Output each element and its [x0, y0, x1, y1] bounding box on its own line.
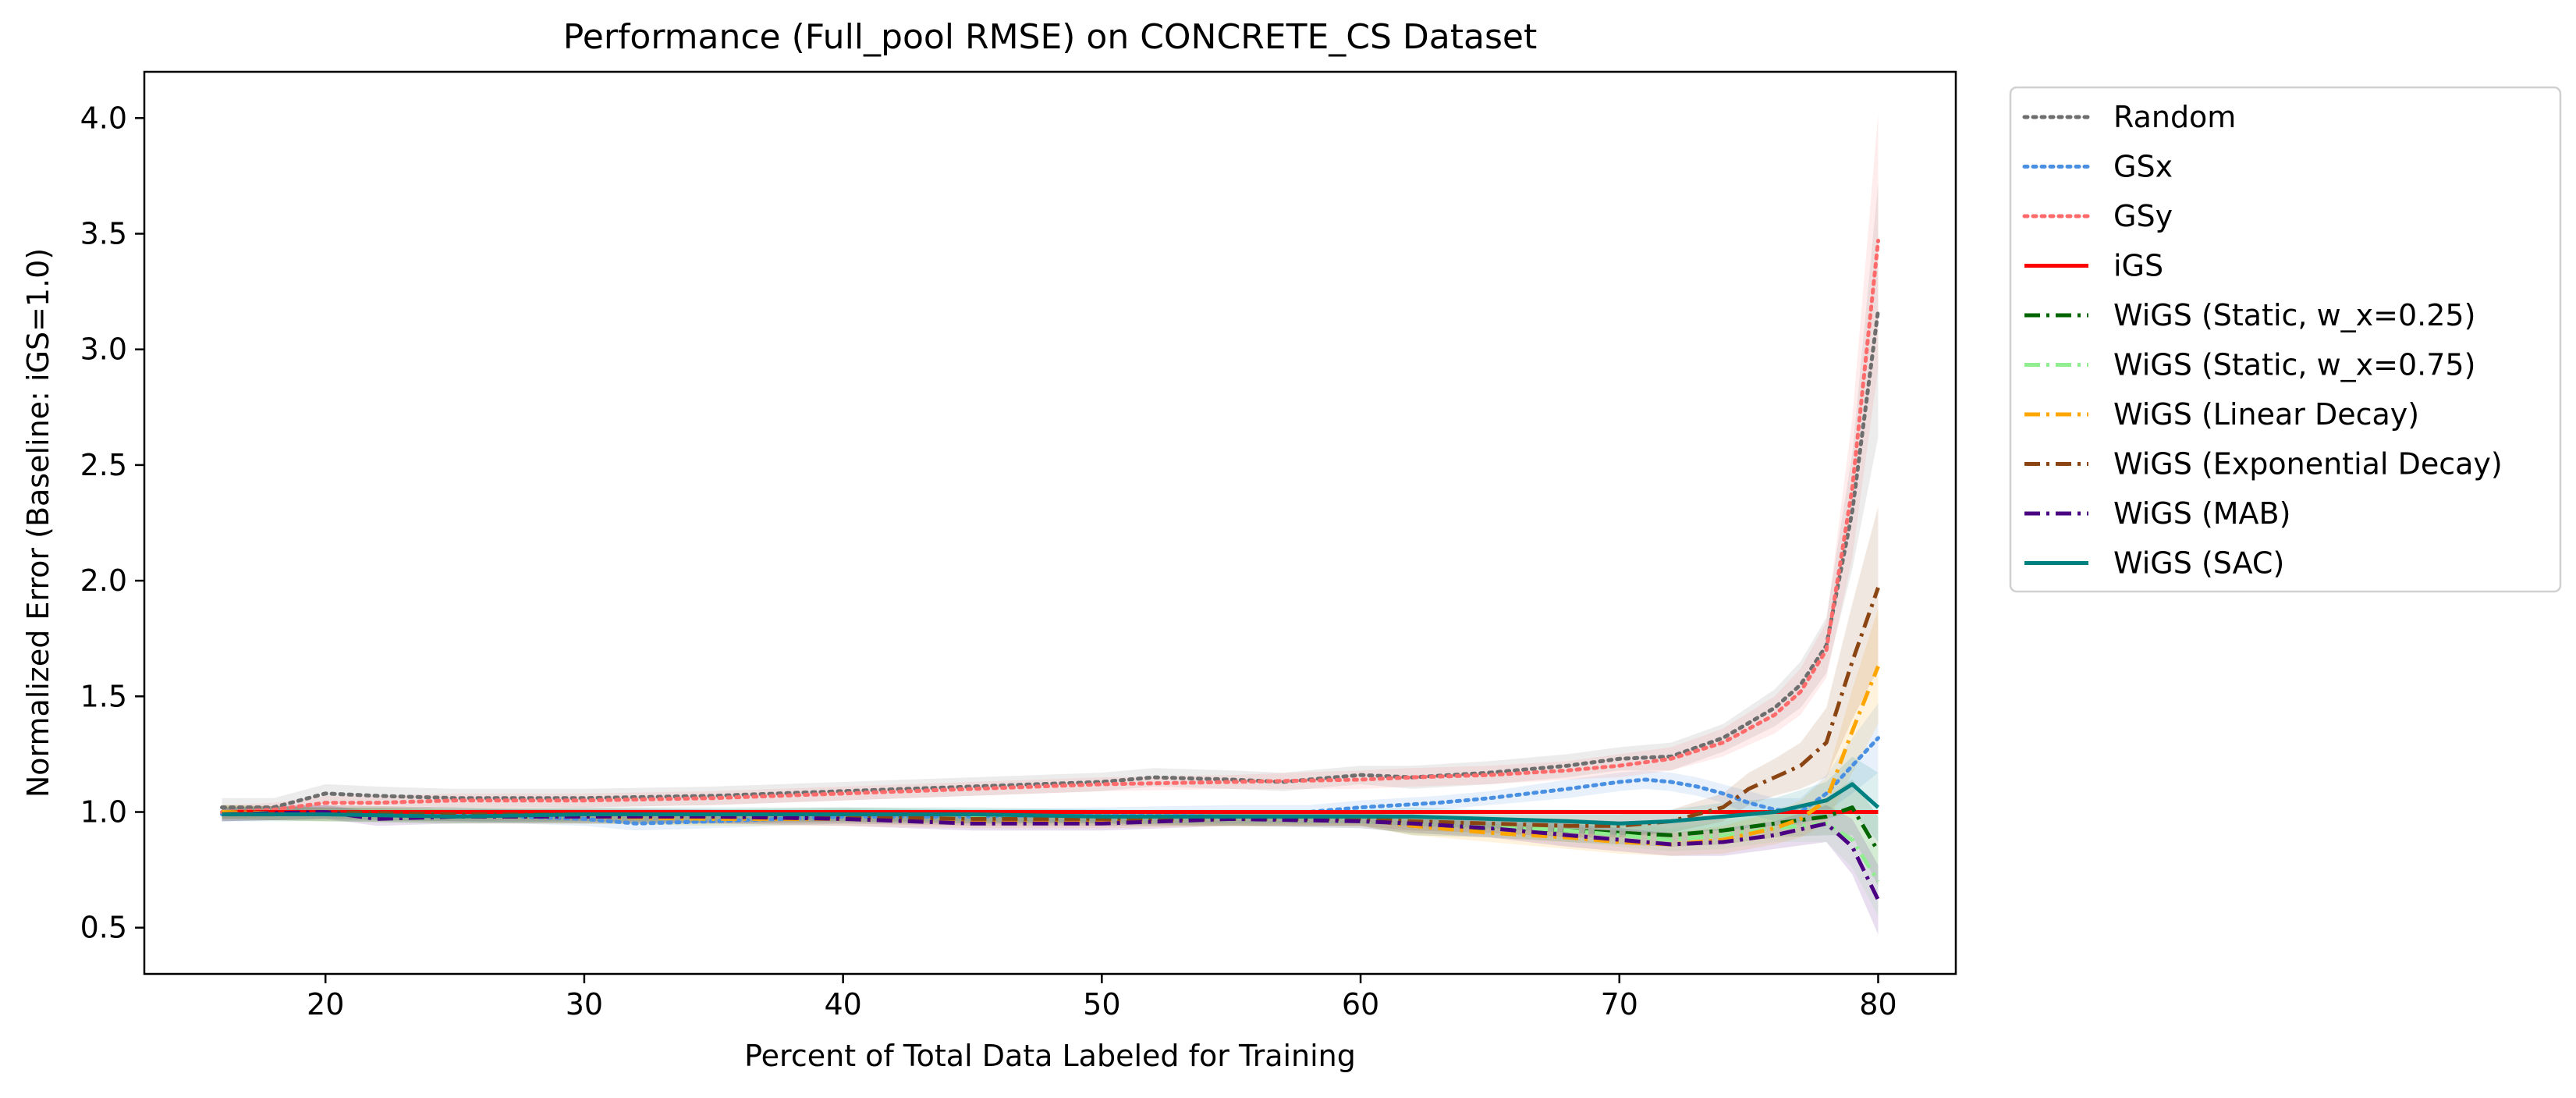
legend-label-igs: iGS	[2113, 249, 2163, 283]
x-tick-label-20: 20	[307, 987, 344, 1022]
x-tick-label-50: 50	[1083, 987, 1120, 1022]
band-gsx	[222, 703, 1879, 831]
band-wigs-exponential-decay	[222, 506, 1879, 838]
y-tick-label-1: 1.0	[80, 795, 127, 830]
legend-label-wigs-linear-decay: WiGS (Linear Decay)	[2113, 397, 2419, 432]
y-tick-label-3-5: 3.5	[80, 216, 127, 251]
legend-label-wigs-static-w-x-0-75: WiGS (Static, w_x=0.75)	[2113, 348, 2475, 382]
band-wigs-sac	[222, 756, 1879, 842]
chart-title: Performance (Full_pool RMSE) on CONCRETE…	[563, 17, 1537, 57]
y-tick-label-2-5: 2.5	[80, 448, 127, 482]
plot-frame	[143, 70, 1957, 975]
x-axis-label: Percent of Total Data Labeled for Traini…	[744, 1039, 1356, 1073]
line-random	[220, 307, 1880, 810]
x-tick-label-30: 30	[566, 987, 603, 1022]
series-lines	[220, 238, 1880, 901]
line-wigs-linear-decay	[222, 665, 1880, 847]
legend-box	[2009, 86, 2562, 593]
y-tick-label-0-5: 0.5	[80, 911, 127, 945]
line-wigs-exponential-decay	[222, 587, 1880, 828]
y-tick-label-2: 2.0	[80, 563, 127, 598]
y-tick-label-4: 4.0	[80, 101, 127, 135]
y-axis-label: Normalized Error (Baseline: iGS=1.0)	[21, 248, 55, 798]
line-gsy	[220, 238, 1880, 814]
x-tick-label-70: 70	[1601, 987, 1638, 1022]
line-wigs-mab	[222, 810, 1880, 901]
band-wigs-static-w-x-0-75	[222, 805, 1879, 916]
x-tick-label-80: 80	[1859, 987, 1897, 1022]
y-tick-label-1-5: 1.5	[80, 679, 127, 713]
legend-label-wigs-sac: WiGS (SAC)	[2113, 546, 2284, 581]
legend-label-random: Random	[2113, 100, 2236, 134]
legend: Random GSx GSy iGS WiGS (Static, w_x=0.25) Wi…	[2009, 86, 2562, 593]
y-axis-ticks: 0.5 1.0 1.5 2.0 2.5 3.0 3.5 4.0	[80, 101, 144, 945]
legend-label-gsy: GSy	[2113, 199, 2173, 233]
legend-label-wigs-exponential-decay: WiGS (Exponential Decay)	[2113, 447, 2503, 481]
x-tick-label-60: 60	[1342, 987, 1379, 1022]
legend-label-gsx: GSx	[2113, 150, 2173, 184]
x-axis-ticks: 20 30 40 50 60 70 80	[307, 974, 1897, 1022]
x-tick-label-40: 40	[824, 987, 861, 1022]
legend-label-wigs-static-w-x-0-25: WiGS (Static, w_x=0.25)	[2113, 298, 2475, 332]
line-gsx	[220, 736, 1880, 826]
band-gsy	[222, 113, 1879, 819]
band-random	[222, 183, 1879, 817]
y-tick-label-3: 3.0	[80, 332, 127, 367]
line-wigs-sac	[222, 782, 1880, 826]
legend-label-wigs-mab: WiGS (MAB)	[2113, 496, 2290, 531]
